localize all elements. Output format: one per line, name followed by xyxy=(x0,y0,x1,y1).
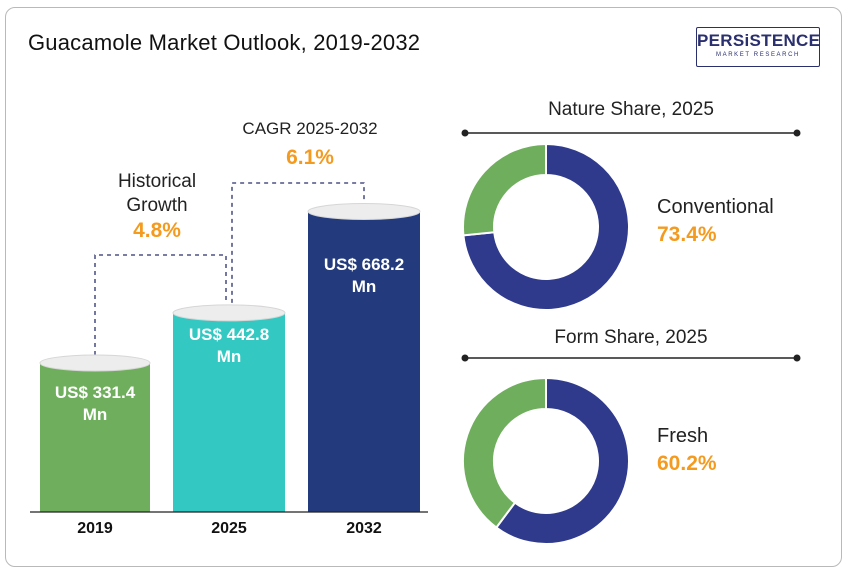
bar-cap-2032 xyxy=(307,203,421,221)
donut-charts xyxy=(462,142,630,545)
historical-growth-label-2: Growth xyxy=(126,195,188,216)
nature-donut-other-slice xyxy=(462,142,547,237)
nature-donut-main-slice xyxy=(462,142,630,311)
nature-segment-value: 73.4% xyxy=(657,223,717,246)
bar-label-2032-unit: Mn xyxy=(351,277,377,296)
form-donut xyxy=(462,376,630,545)
bar-body-2025 xyxy=(173,312,285,512)
historical-growth-label-1: Historical xyxy=(117,171,197,192)
nature-share-title: Nature Share, 2025 xyxy=(548,99,714,120)
cagr-annotation: CAGR 2025-2032 6.1% xyxy=(215,117,405,171)
form-share-title: Form Share, 2025 xyxy=(554,327,708,348)
bar-2025 xyxy=(172,304,286,512)
form-divider-dot-right xyxy=(793,354,801,362)
form-donut-other-slice xyxy=(462,376,547,529)
form-donut-main-slice xyxy=(494,376,630,545)
bar-label-2019-value: US$ 331.4 xyxy=(54,383,136,402)
cagr-connector xyxy=(231,182,365,303)
cagr-label: CAGR 2025-2032 xyxy=(242,119,378,138)
nature-divider-dot-left xyxy=(461,129,469,137)
bar-cap-2025 xyxy=(172,304,286,322)
bar-2019 xyxy=(39,354,151,512)
brand-logo: PERSiSTENCE MARKET RESEARCH xyxy=(696,27,820,67)
bar-label-2025: US$ 442.8 Mn xyxy=(173,324,285,368)
x-tick-2019: 2019 xyxy=(77,520,113,537)
cagr-value: 6.1% xyxy=(286,146,334,169)
page-title: Guacamole Market Outlook, 2019-2032 xyxy=(28,30,421,55)
historical-growth-value: 4.8% xyxy=(133,219,181,242)
bar-body-2019 xyxy=(40,362,150,512)
bar-label-2032-value: US$ 668.2 xyxy=(323,255,405,274)
bar-label-2032: US$ 668.2 Mn xyxy=(308,254,420,298)
bar-label-2025-value: US$ 442.8 xyxy=(188,325,270,344)
bar-body-2032 xyxy=(308,211,420,512)
bar-label-2025-unit: Mn xyxy=(216,347,242,366)
bar-cap-2019 xyxy=(39,354,151,372)
growth-connectors xyxy=(94,182,365,355)
nature-donut xyxy=(462,142,630,311)
form-segment-label: Fresh xyxy=(657,425,709,447)
historical-connector xyxy=(94,254,227,355)
bar-2032 xyxy=(307,203,421,512)
bar-series xyxy=(39,203,421,512)
logo-wordmark: PERSiSTENCE xyxy=(697,31,821,50)
bar-label-2019-unit: Mn xyxy=(82,405,108,424)
historical-growth-annotation: Historical Growth 4.8% xyxy=(92,170,222,244)
logo-tagline: MARKET RESEARCH xyxy=(716,52,800,58)
nature-divider-dot-right xyxy=(793,129,801,137)
bar-label-2019: US$ 331.4 Mn xyxy=(40,382,150,426)
form-divider-dot-left xyxy=(461,354,469,362)
nature-segment-label: Conventional xyxy=(657,196,774,218)
form-segment-value: 60.2% xyxy=(657,452,717,475)
x-tick-2032: 2032 xyxy=(346,520,382,537)
x-tick-2025: 2025 xyxy=(211,520,247,537)
